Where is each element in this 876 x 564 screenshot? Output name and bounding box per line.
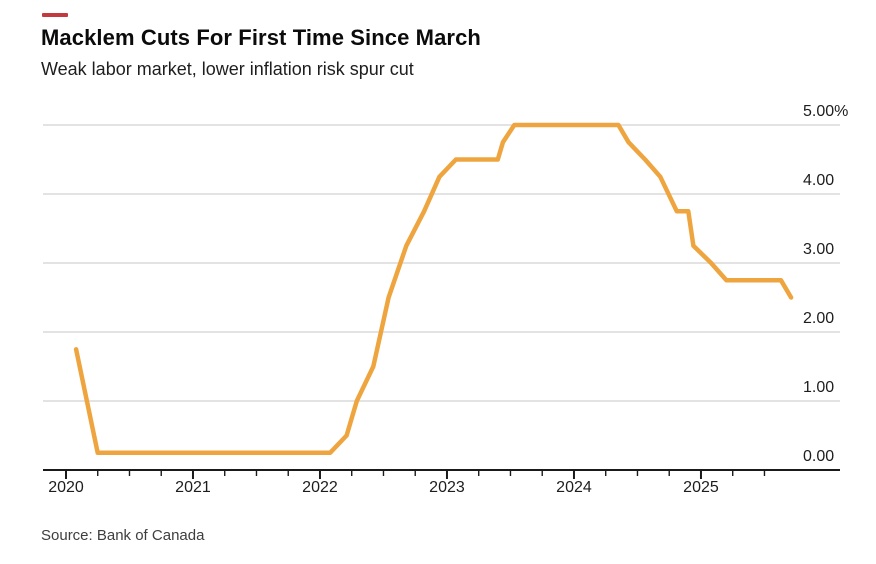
y-tick-label: 2.00	[803, 310, 835, 327]
policy-rate-line	[73, 122, 794, 456]
chart-title: Macklem Cuts For First Time Since March	[41, 25, 481, 50]
y-tick-label: 4.00	[803, 172, 835, 189]
x-tick-label: 2025	[683, 479, 719, 496]
y-tick-label: 0.00	[803, 448, 835, 465]
y-tick-label: 5.00%	[803, 103, 849, 120]
source-note: Source: Bank of Canada	[41, 527, 205, 544]
x-tick-label: 2020	[48, 479, 84, 496]
x-tick-label: 2024	[556, 479, 592, 496]
y-tick-label: 3.00	[803, 241, 835, 258]
chart-subtitle: Weak labor market, lower inflation risk …	[41, 59, 414, 79]
red-accent-dash	[42, 13, 68, 17]
y-tick-label: 1.00	[803, 379, 835, 396]
x-tick-label: 2023	[429, 479, 465, 496]
x-tick-label: 2021	[175, 479, 211, 496]
x-tick-label: 2022	[302, 479, 338, 496]
